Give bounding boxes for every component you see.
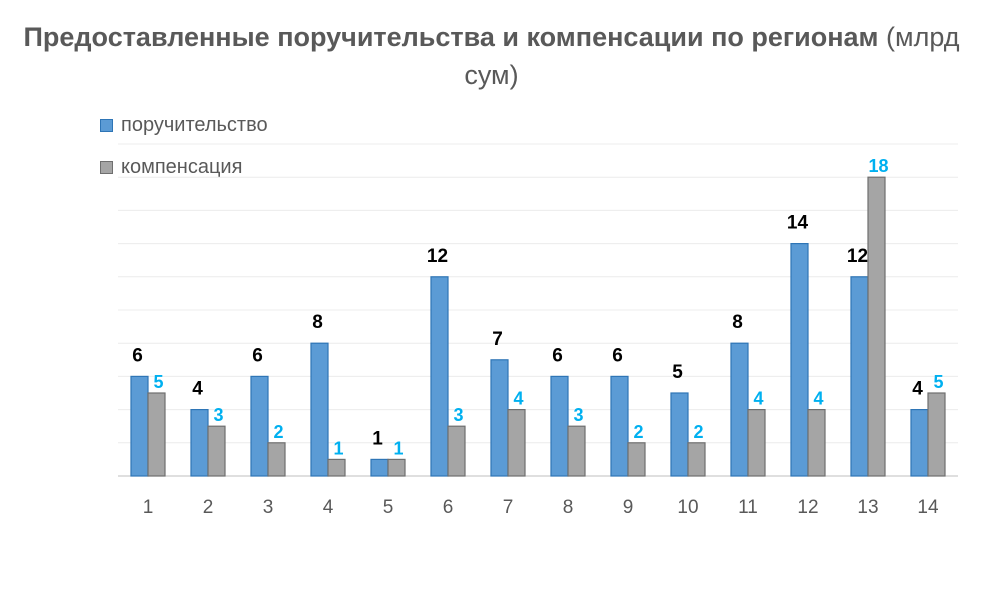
chart-title-unit: (млрд сум)	[464, 22, 960, 90]
data-label-guarantee: 6	[252, 345, 263, 366]
bar-compensation	[747, 409, 766, 477]
data-label-guarantee: 8	[312, 312, 323, 333]
bar-guarantee	[910, 409, 929, 477]
bar-compensation	[507, 409, 526, 477]
bar-compensation	[387, 458, 406, 477]
data-label-compensation: 2	[273, 422, 283, 442]
x-tick-label: 11	[738, 497, 758, 518]
x-tick-label: 9	[623, 497, 634, 518]
x-tick-label: 4	[323, 497, 334, 518]
x-tick-label: 1	[143, 497, 154, 518]
bar-guarantee	[310, 342, 329, 477]
bar-guarantee	[370, 458, 389, 477]
bar-guarantee	[490, 359, 509, 477]
bar-compensation	[567, 425, 586, 477]
bar-compensation	[327, 458, 346, 477]
bar-compensation	[867, 176, 886, 477]
bar-guarantee	[190, 409, 209, 477]
legend-item-guarantee: поручительство	[100, 112, 268, 138]
data-label-guarantee: 6	[612, 345, 623, 366]
x-tick-label: 7	[503, 497, 514, 518]
data-label-guarantee: 14	[787, 213, 809, 234]
bar-guarantee	[430, 276, 449, 477]
data-label-guarantee: 12	[427, 246, 448, 267]
data-label-compensation: 4	[753, 389, 763, 409]
data-label-guarantee: 12	[847, 246, 868, 267]
x-tick-label: 14	[917, 497, 939, 518]
legend-swatch-guarantee	[100, 118, 113, 132]
data-label-compensation: 3	[213, 405, 223, 425]
bar-compensation	[267, 442, 286, 477]
data-label-compensation: 4	[813, 389, 823, 409]
bar-compensation	[207, 425, 226, 477]
x-tick-label: 8	[563, 497, 574, 518]
data-label-compensation: 2	[633, 422, 643, 442]
data-label-guarantee: 7	[492, 329, 503, 350]
data-label-compensation: 5	[153, 372, 163, 392]
data-label-guarantee: 4	[192, 379, 203, 400]
bar-guarantee	[550, 375, 569, 477]
data-label-guarantee: 6	[132, 345, 143, 366]
bar-guarantee	[730, 342, 749, 477]
x-tick-label: 3	[263, 497, 274, 518]
data-label-compensation: 18	[868, 156, 888, 176]
legend: поручительство компенсация	[100, 112, 268, 196]
x-tick-label: 5	[383, 497, 394, 518]
legend-label-guarantee: поручительство	[121, 113, 268, 136]
legend-item-compensation: компенсация	[100, 154, 268, 180]
bar-guarantee	[610, 375, 629, 477]
chart-title: Предоставленные поручительства и компенс…	[0, 18, 983, 94]
bar-compensation	[807, 409, 826, 477]
data-label-compensation: 5	[933, 372, 943, 392]
data-label-compensation: 1	[393, 438, 403, 458]
data-label-guarantee: 1	[372, 428, 383, 449]
legend-swatch-compensation	[100, 160, 113, 174]
data-label-guarantee: 6	[552, 345, 563, 366]
data-label-guarantee: 5	[672, 362, 683, 383]
bar-guarantee	[790, 243, 809, 477]
bar-compensation	[447, 425, 466, 477]
bar-compensation	[927, 392, 946, 477]
data-label-compensation: 1	[333, 438, 343, 458]
bar-guarantee	[250, 375, 269, 477]
x-tick-label: 12	[797, 497, 818, 518]
x-tick-label: 13	[857, 497, 878, 518]
data-label-guarantee: 8	[732, 312, 743, 333]
data-label-compensation: 4	[513, 389, 523, 409]
data-label-compensation: 2	[693, 422, 703, 442]
bar-guarantee	[850, 276, 869, 477]
bar-compensation	[687, 442, 706, 477]
bar-guarantee	[130, 375, 149, 477]
data-label-compensation: 3	[573, 405, 583, 425]
bar-compensation	[147, 392, 166, 477]
x-tick-label: 2	[203, 497, 214, 518]
legend-label-compensation: компенсация	[121, 155, 243, 178]
data-label-guarantee: 4	[912, 379, 923, 400]
bar-compensation	[627, 442, 646, 477]
x-tick-label: 10	[677, 497, 698, 518]
x-tick-label: 6	[443, 497, 454, 518]
chart-title-main: Предоставленные поручительства и компенс…	[23, 22, 879, 52]
data-label-compensation: 3	[453, 405, 463, 425]
bar-guarantee	[670, 392, 689, 477]
